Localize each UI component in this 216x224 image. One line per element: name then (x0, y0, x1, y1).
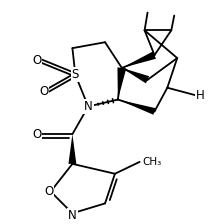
Text: N: N (84, 100, 93, 113)
Polygon shape (118, 100, 156, 115)
Text: O: O (32, 128, 41, 141)
Polygon shape (68, 134, 76, 164)
Polygon shape (118, 67, 126, 100)
Polygon shape (122, 51, 156, 68)
Text: H: H (195, 89, 204, 102)
Text: S: S (72, 68, 79, 81)
Polygon shape (122, 68, 149, 83)
Text: O: O (39, 85, 48, 98)
Text: CH₃: CH₃ (143, 157, 162, 167)
Text: N: N (68, 209, 77, 222)
Text: O: O (32, 54, 41, 67)
Text: O: O (44, 185, 53, 198)
